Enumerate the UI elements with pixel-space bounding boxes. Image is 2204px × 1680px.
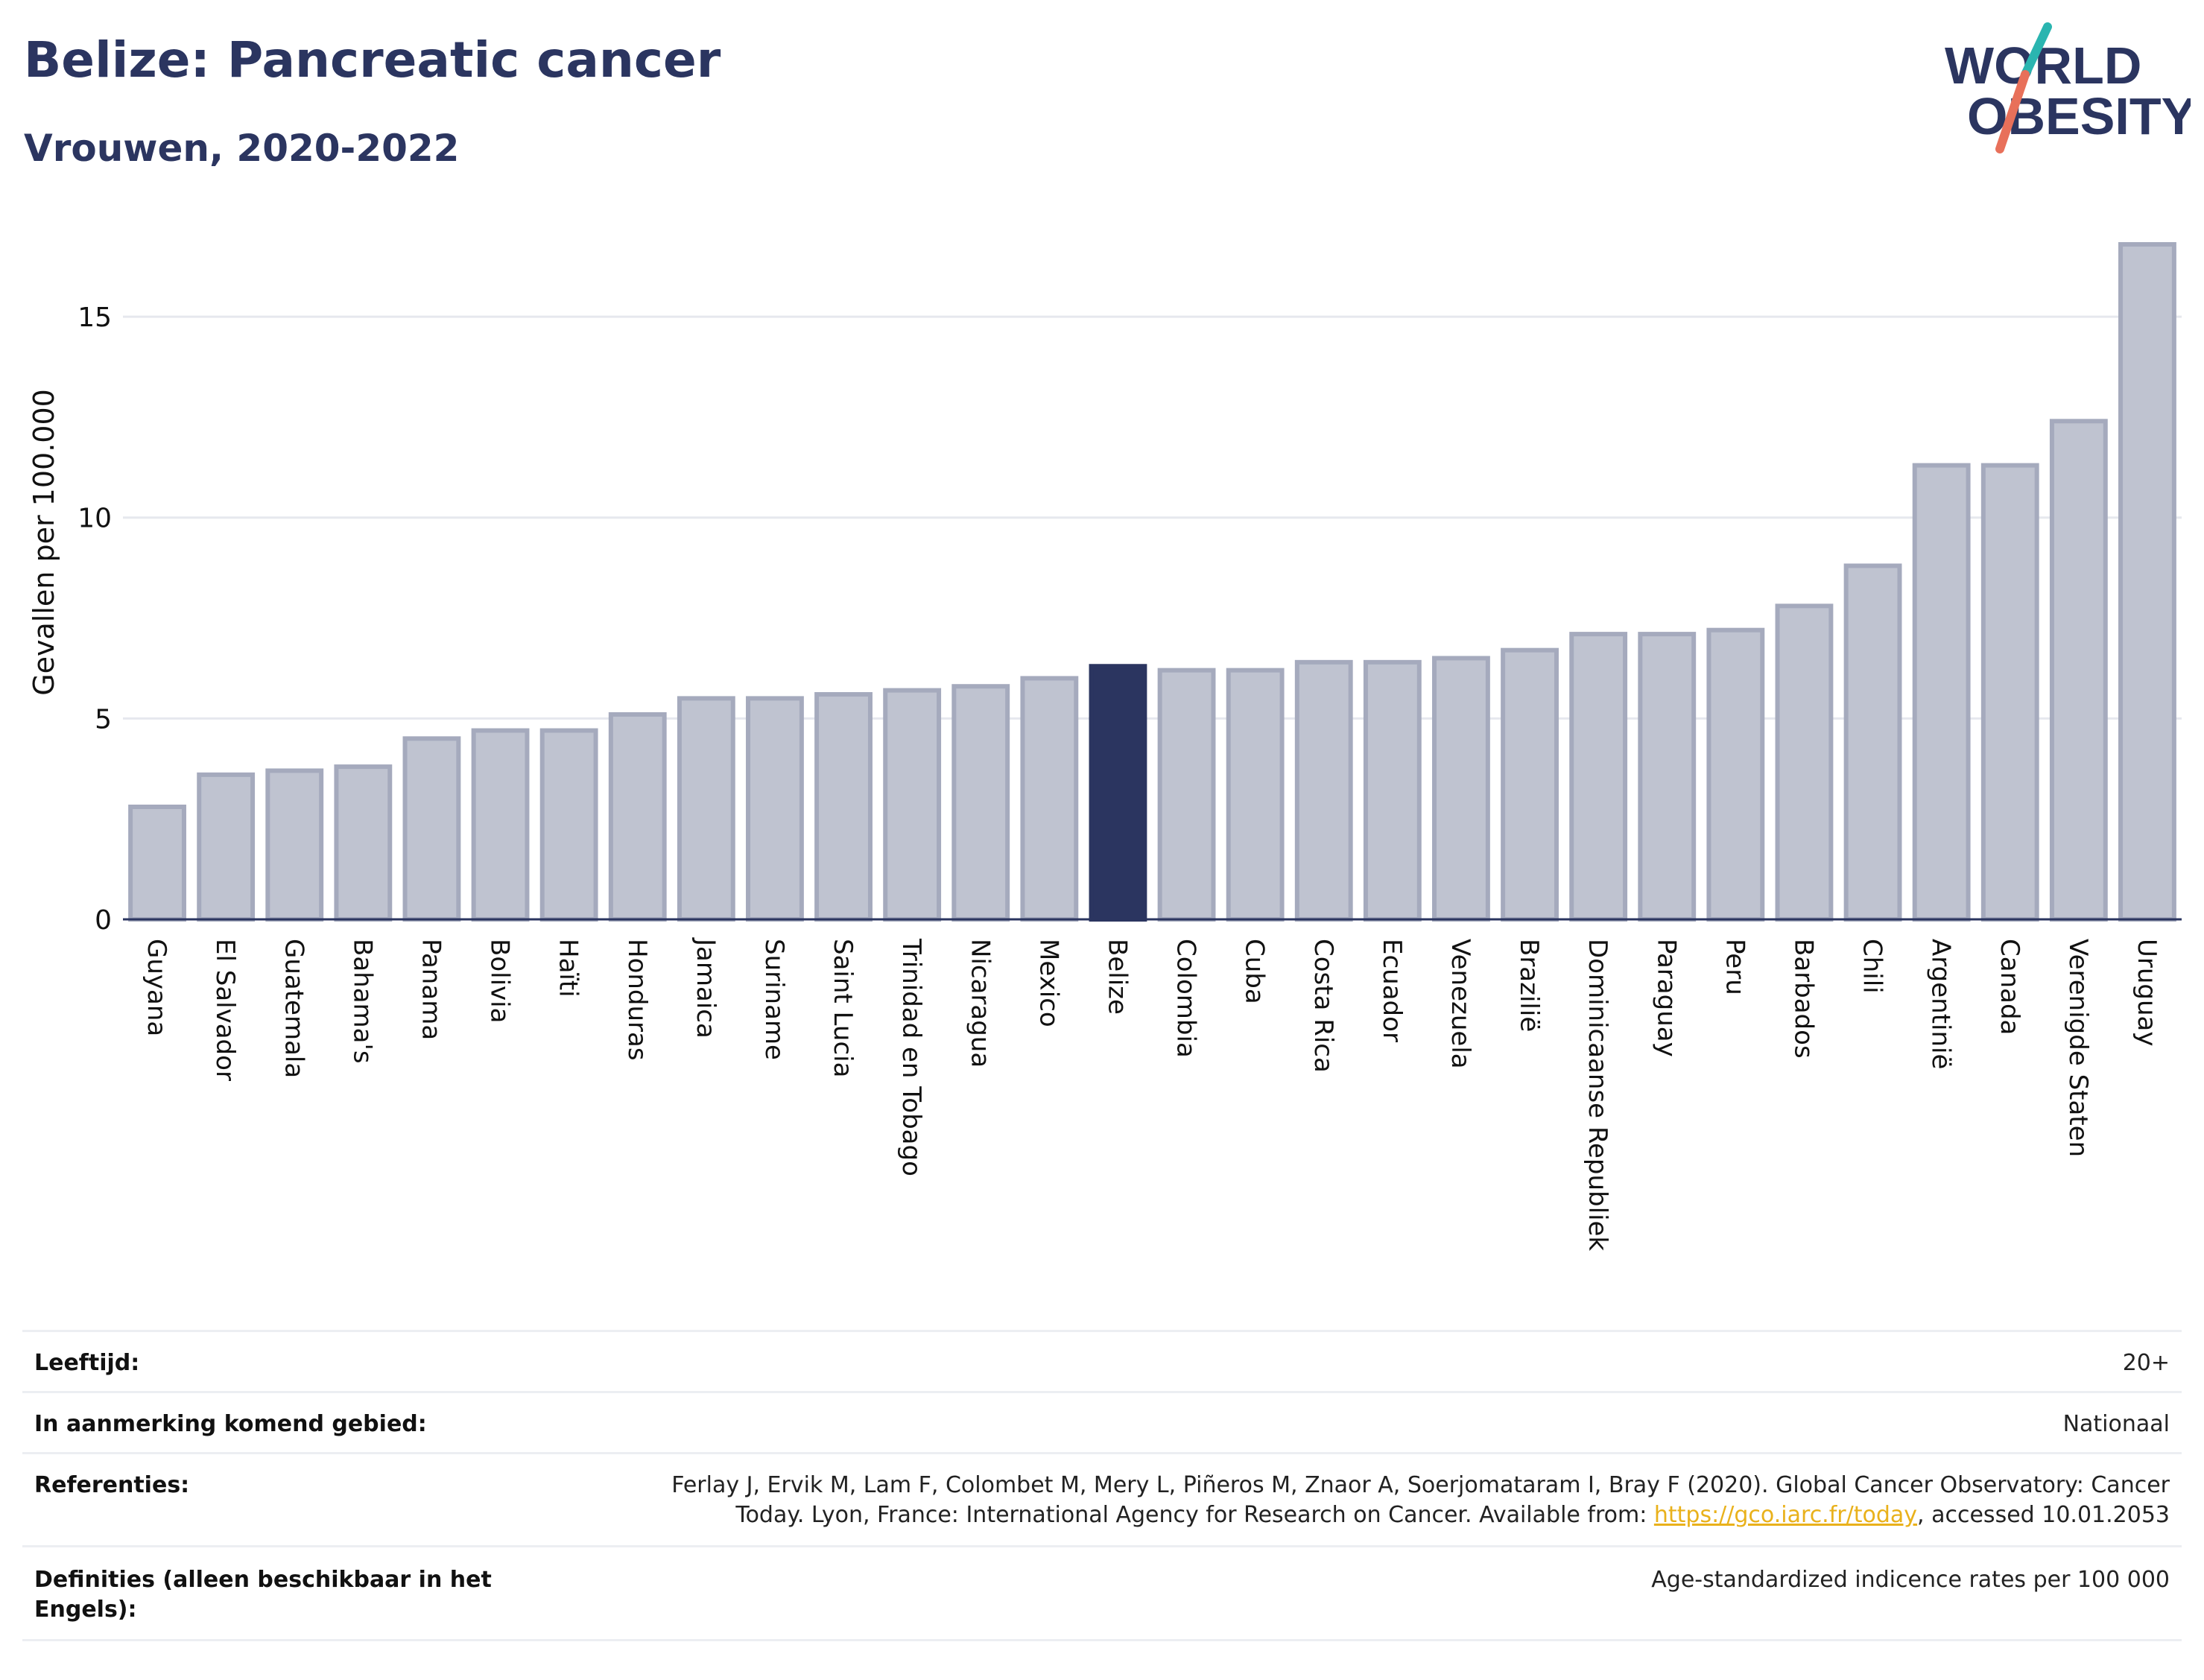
bar-cuba[interactable] xyxy=(1226,668,1285,922)
info-label: Definities (alleen beschikbaar in het En… xyxy=(34,1565,492,1625)
bar-dominicaanse-republiek[interactable] xyxy=(1569,632,1628,922)
x-tick-label: Guyana xyxy=(142,939,171,1036)
grid-lines xyxy=(123,315,2182,720)
info-row-definitions: Definities (alleen beschikbaar in het En… xyxy=(22,1545,2182,1638)
bar-paraguay[interactable] xyxy=(1638,632,1697,922)
info-row-area: In aanmerking komend gebied: Nationaal xyxy=(22,1391,2182,1452)
bar-peru[interactable] xyxy=(1706,627,1765,922)
bar-bolivia[interactable] xyxy=(471,728,530,922)
y-axis-title: Gevallen per 100.000 xyxy=(28,389,60,696)
bar-ecuador[interactable] xyxy=(1363,659,1422,922)
info-label: Leeftijd: xyxy=(34,1350,140,1376)
world-obesity-logo: WORLD OBESITY xyxy=(1945,22,2191,153)
x-tick-label: Uruguay xyxy=(2132,939,2162,1047)
x-axis-labels: Guyana El Salvador Guatemala Bahama's Panama… xyxy=(142,937,2162,1251)
x-tick-label: Honduras xyxy=(622,939,652,1061)
x-tick-label: Paraguay xyxy=(1651,939,1681,1057)
y-tick-label: 15 xyxy=(77,302,112,333)
x-tick-label: Cuba xyxy=(1240,939,1270,1004)
bar-bahama-s[interactable] xyxy=(334,764,393,922)
bar-guyana[interactable] xyxy=(128,805,186,922)
definition-label-line-1: Definities (alleen beschikbaar in het xyxy=(34,1567,492,1593)
x-tick-label: Costa Rica xyxy=(1308,939,1338,1073)
y-tick-label: 5 xyxy=(95,704,112,735)
bar-jamaica[interactable] xyxy=(677,696,735,922)
bar-honduras[interactable] xyxy=(608,711,667,922)
x-tick-label: Panama xyxy=(416,939,446,1040)
bar-uruguay[interactable] xyxy=(2118,242,2176,922)
x-tick-label: Dominicaanse Republiek xyxy=(1583,939,1612,1251)
bar-canada[interactable] xyxy=(1980,463,2039,922)
bar-colombia[interactable] xyxy=(1157,668,1216,922)
bar-barbados[interactable] xyxy=(1775,603,1834,922)
x-tick-label: Barbados xyxy=(1788,939,1818,1059)
bar-belize[interactable] xyxy=(1089,664,1147,922)
bar-verenigde-staten[interactable] xyxy=(2049,419,2108,922)
x-tick-label: Saint Lucia xyxy=(828,939,858,1077)
info-row-references: Referenties: Ferlay J, Ervik M, Lam F, C… xyxy=(22,1452,2182,1545)
x-tick-label: Venezuela xyxy=(1445,939,1475,1069)
bar-ha-ti[interactable] xyxy=(539,728,598,922)
bar-mexico[interactable] xyxy=(1020,676,1079,922)
x-tick-label: Mexico xyxy=(1033,939,1063,1027)
bar-costa-rica[interactable] xyxy=(1294,659,1353,922)
reference-link[interactable]: https://gco.iarc.fr/today xyxy=(1653,1502,1918,1528)
x-tick-label: Brazilië xyxy=(1514,939,1544,1032)
bar-el-salvador[interactable] xyxy=(197,772,256,922)
bar-chart: 0 5 10 15 Guyana El Salvador Guatemala Bahama'… xyxy=(28,242,2182,1251)
x-tick-label: Belize xyxy=(1102,939,1132,1015)
info-value: Age-standardized indicence rates per 100… xyxy=(1651,1567,2170,1593)
x-tick-label: Guatemala xyxy=(279,939,308,1078)
reference-line-2-pre: Today. Lyon, France: International Agenc… xyxy=(735,1502,1654,1528)
x-tick-label: Bahama's xyxy=(347,939,377,1064)
x-tick-label: Canada xyxy=(1995,939,2024,1035)
logo-slash-bottom-icon xyxy=(1995,70,2030,153)
x-tick-label: Jamaica xyxy=(691,937,721,1039)
info-value: Nationaal xyxy=(2062,1411,2170,1437)
x-tick-label: Haïti xyxy=(554,939,583,998)
bar-nicaragua[interactable] xyxy=(951,684,1010,922)
bar-trinidad-en-tobago[interactable] xyxy=(883,688,942,922)
info-row-age: Leeftijd: 20+ xyxy=(22,1330,2182,1391)
bar-saint-lucia[interactable] xyxy=(814,692,873,922)
info-label: Referenties: xyxy=(34,1472,190,1498)
x-tick-label: Argentinië xyxy=(1926,939,1956,1069)
bar-panama[interactable] xyxy=(402,736,461,922)
bar-brazili-[interactable] xyxy=(1501,647,1559,922)
y-tick-label: 0 xyxy=(95,905,112,936)
bars xyxy=(128,242,2176,922)
info-value: Ferlay J, Ervik M, Lam F, Colombet M, Me… xyxy=(456,1471,2170,1530)
info-value: 20+ xyxy=(2122,1350,2170,1376)
info-label: In aanmerking komend gebied: xyxy=(34,1411,427,1437)
bar-suriname[interactable] xyxy=(746,696,804,922)
x-tick-label: Suriname xyxy=(759,939,789,1060)
x-tick-label: Nicaragua xyxy=(965,939,995,1068)
info-table: Leeftijd: 20+ In aanmerking komend gebie… xyxy=(22,1330,2182,1638)
reference-line-2-post: , accessed 10.01.2053 xyxy=(1917,1502,2170,1528)
y-axis: 0 5 10 15 xyxy=(77,302,112,936)
bar-venezuela[interactable] xyxy=(1432,656,1490,922)
chart-subtitle: Vrouwen, 2020-2022 xyxy=(24,127,460,170)
x-tick-label: Ecuador xyxy=(1377,939,1407,1042)
x-tick-label: Verenigde Staten xyxy=(2063,939,2093,1157)
y-tick-label: 10 xyxy=(77,504,112,534)
x-tick-label: Bolivia xyxy=(485,939,515,1023)
definition-label-line-2: Engels): xyxy=(34,1597,137,1623)
logo-slash-top-icon xyxy=(2021,22,2052,79)
x-tick-label: Peru xyxy=(1720,939,1749,995)
x-tick-label: El Salvador xyxy=(210,939,240,1081)
bar-chili[interactable] xyxy=(1843,563,1902,922)
x-tick-label: Chili xyxy=(1858,939,1887,994)
chart-title: Belize: Pancreatic cancer xyxy=(24,31,721,89)
x-tick-label: Trinidad en Tobago xyxy=(896,938,926,1176)
info-table-bottom-border xyxy=(22,1639,2182,1641)
x-tick-label: Colombia xyxy=(1171,939,1201,1058)
reference-line-1: Ferlay J, Ervik M, Lam F, Colombet M, Me… xyxy=(671,1472,2170,1498)
bar-argentini-[interactable] xyxy=(1912,463,1971,922)
bar-guatemala[interactable] xyxy=(265,768,324,922)
